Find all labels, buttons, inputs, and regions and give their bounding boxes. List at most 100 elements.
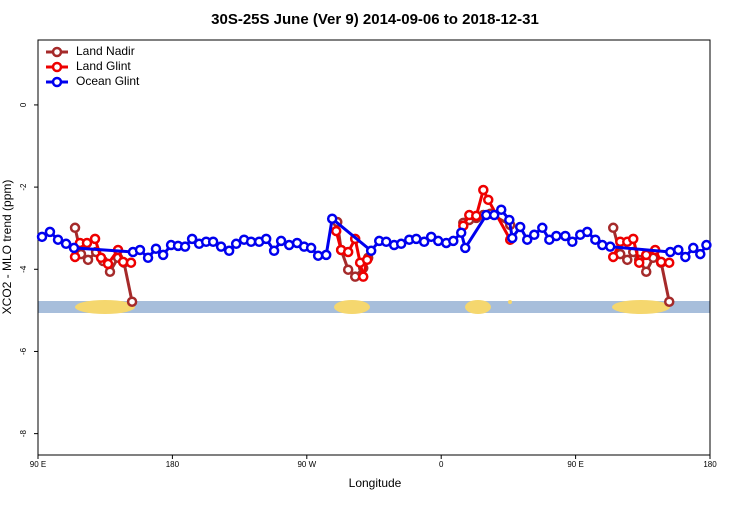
point — [125, 257, 137, 268]
point — [95, 252, 107, 264]
point — [607, 251, 619, 263]
land-band — [334, 300, 370, 314]
point — [52, 234, 64, 245]
point — [507, 232, 518, 244]
point — [81, 237, 93, 249]
point — [581, 226, 593, 238]
ocean-band — [38, 301, 710, 313]
point — [622, 254, 633, 266]
point — [44, 226, 56, 238]
legend-label: Land Glint — [76, 59, 131, 73]
point — [504, 214, 515, 226]
point — [478, 184, 489, 196]
point — [640, 266, 652, 277]
land-band — [612, 300, 670, 314]
point — [365, 245, 377, 257]
legend-marker — [51, 46, 63, 58]
point — [134, 244, 146, 256]
land-ocean-band — [38, 300, 710, 314]
point — [528, 229, 540, 241]
point — [275, 235, 287, 247]
point — [432, 235, 444, 247]
point — [655, 256, 667, 268]
legend-label: Land Nadir — [76, 44, 135, 58]
point — [663, 296, 675, 307]
point — [488, 209, 500, 221]
point — [69, 222, 81, 234]
point — [633, 257, 645, 268]
land-band — [465, 300, 491, 314]
point — [207, 236, 219, 247]
point — [663, 257, 675, 268]
point — [179, 241, 191, 252]
point — [102, 258, 114, 270]
point — [186, 233, 198, 245]
x-tick-label: 90 W — [297, 460, 316, 469]
point — [471, 210, 482, 222]
point — [326, 213, 338, 224]
x-tick-label: 90 E — [30, 460, 46, 469]
point — [673, 244, 684, 256]
point — [349, 271, 361, 282]
point — [395, 238, 407, 250]
x-tick-label: 90 E — [567, 460, 583, 469]
y-tick-label: 0 — [19, 102, 28, 107]
point — [567, 236, 578, 247]
point — [590, 234, 601, 245]
point — [537, 222, 548, 234]
point — [320, 249, 332, 261]
point — [665, 246, 676, 258]
point — [215, 241, 227, 252]
point — [357, 271, 369, 282]
point — [695, 248, 706, 260]
point — [305, 242, 317, 254]
point — [60, 238, 72, 250]
point — [607, 222, 619, 234]
point — [455, 227, 467, 238]
point — [157, 249, 169, 261]
point — [361, 254, 373, 266]
point — [560, 230, 571, 242]
point — [36, 231, 48, 243]
point — [482, 194, 494, 206]
y-tick-label: -2 — [19, 183, 28, 191]
point — [245, 236, 257, 247]
point — [688, 242, 699, 254]
point — [69, 251, 81, 263]
point — [640, 249, 652, 261]
land-band — [75, 300, 135, 314]
point — [418, 236, 430, 247]
point — [604, 241, 616, 252]
point — [268, 245, 280, 257]
legend-marker — [51, 61, 63, 73]
y-tick-label: -4 — [19, 265, 28, 273]
legend-label: Ocean Glint — [76, 74, 140, 88]
point — [521, 234, 533, 245]
point — [448, 235, 459, 247]
point — [680, 251, 691, 263]
point — [701, 239, 712, 251]
point — [126, 296, 138, 307]
point — [627, 233, 639, 245]
y-tick-label: -6 — [19, 347, 28, 355]
point — [514, 221, 526, 233]
point — [459, 242, 471, 254]
point — [260, 233, 272, 245]
point — [330, 225, 342, 237]
point — [342, 264, 354, 275]
point — [82, 254, 94, 266]
x-tick-label: 180 — [703, 460, 717, 469]
chart-title: 30S-25S June (Ver 9) 2014-09-06 to 2018-… — [211, 11, 539, 28]
point — [223, 245, 235, 257]
y-tick-label: -8 — [19, 430, 28, 438]
x-axis-label: Longitude — [349, 476, 402, 490]
x-tick-label: 180 — [166, 460, 180, 469]
point — [551, 230, 562, 242]
point — [89, 233, 101, 245]
point — [312, 250, 324, 261]
point — [495, 204, 507, 215]
land-band — [508, 300, 512, 304]
x-tick-label: 0 — [439, 460, 444, 469]
